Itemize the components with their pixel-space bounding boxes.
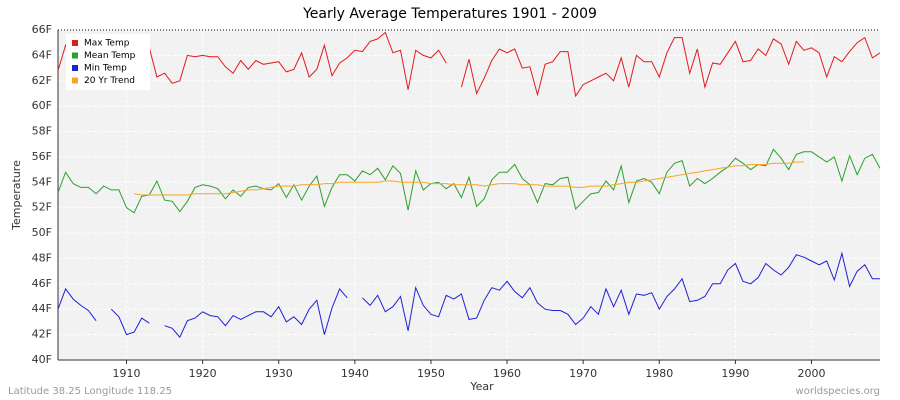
y-tick-label: 64F	[32, 48, 52, 61]
series-line	[57, 148, 881, 214]
x-tick-label: 1910	[113, 367, 141, 380]
x-tick-label: 1940	[341, 367, 369, 380]
y-tick-label: 50F	[32, 226, 52, 239]
y-tick-label: 66F	[32, 23, 52, 36]
legend-label: Min Temp	[84, 64, 127, 74]
x-axis-label: Year	[469, 380, 494, 393]
y-tick-label: 42F	[32, 328, 52, 341]
legend-swatch	[72, 52, 78, 59]
x-tick-label: 1960	[493, 367, 521, 380]
chart-title: Yearly Average Temperatures 1901 - 2009	[302, 6, 597, 22]
legend-swatch	[72, 40, 78, 46]
legend-label: Mean Temp	[84, 51, 136, 61]
y-axis-label: Temperature	[10, 160, 23, 231]
y-tick-label: 62F	[32, 74, 52, 87]
x-tick-label: 1980	[645, 367, 673, 380]
legend-label: 20 Yr Trend	[84, 76, 135, 86]
y-tick-label: 44F	[32, 302, 52, 315]
x-tick-label: 1990	[721, 367, 749, 380]
y-tick-label: 52F	[32, 201, 52, 214]
x-tick-label: 1950	[417, 367, 445, 380]
footer-left: Latitude 38.25 Longitude 118.25	[8, 386, 172, 397]
y-tick-label: 46F	[32, 277, 52, 290]
x-tick-label: 1930	[265, 367, 293, 380]
y-tick-label: 48F	[32, 251, 52, 264]
footer-right: worldspecies.org	[796, 386, 880, 397]
legend-label: Max Temp	[84, 39, 130, 49]
series-line	[134, 161, 804, 196]
y-tick-label: 60F	[32, 99, 52, 112]
x-tick-label: 1920	[189, 367, 217, 380]
legend-swatch	[72, 65, 78, 71]
x-tick-label: 1970	[569, 367, 597, 380]
legend-swatch	[72, 77, 78, 84]
y-tick-label: 40F	[32, 353, 52, 366]
y-tick-label: 56F	[32, 150, 52, 163]
y-tick-label: 54F	[32, 175, 52, 188]
x-tick-label: 2000	[798, 367, 826, 380]
y-tick-label: 58F	[32, 125, 52, 138]
series-line	[57, 251, 880, 339]
plot-area	[58, 30, 880, 360]
legend-box	[66, 34, 150, 90]
